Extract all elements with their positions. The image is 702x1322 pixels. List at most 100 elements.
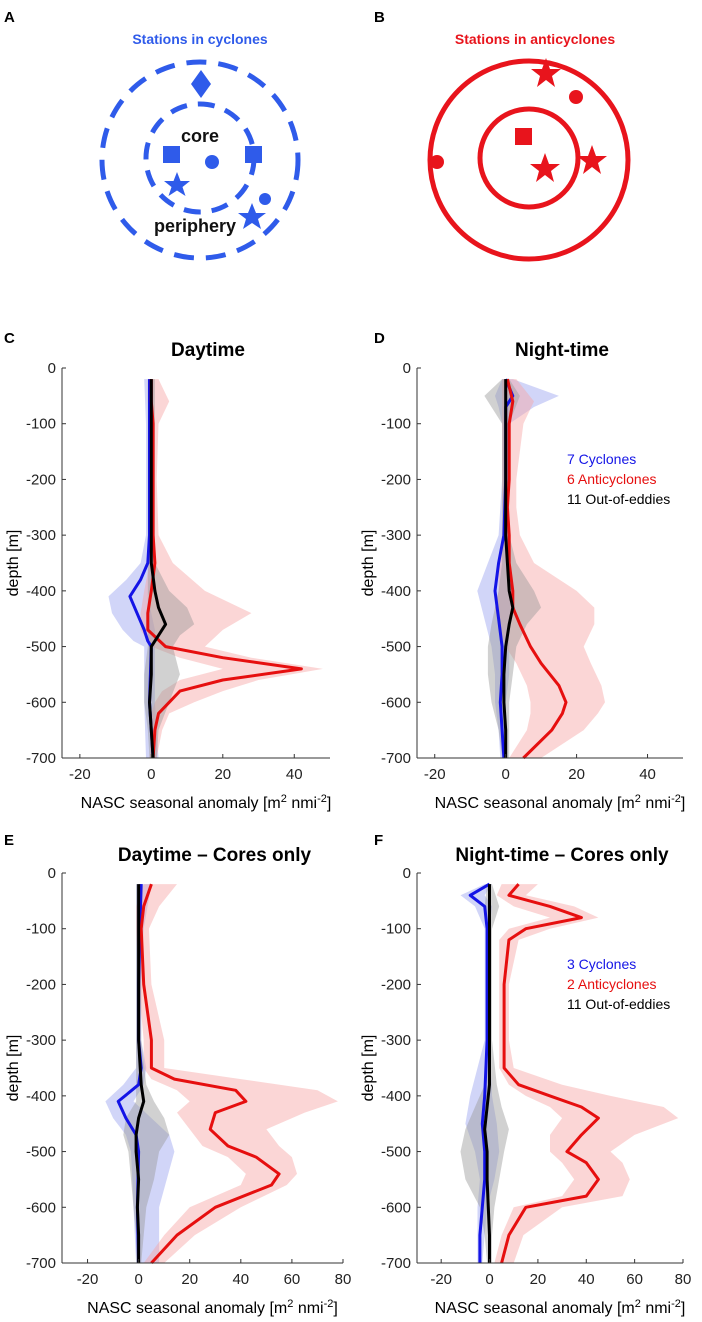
- legend-entry: 11 Out-of-eddies: [567, 996, 670, 1012]
- range-band-cyclones: [108, 379, 159, 758]
- chart-title: Night-time: [515, 340, 609, 361]
- x-tick-label: 80: [675, 1271, 692, 1288]
- x-tick-label: -20: [77, 1271, 99, 1288]
- y-tick-label: 0: [48, 865, 56, 882]
- y-tick-label: -200: [26, 976, 56, 993]
- y-tick-label: -700: [381, 750, 411, 767]
- x-tick-label: 20: [568, 766, 585, 783]
- x-tick-label: 40: [286, 766, 303, 783]
- x-tick-label: -20: [69, 766, 91, 783]
- x-tick-label: 40: [232, 1271, 249, 1288]
- series-line-anticyclones: [500, 883, 600, 1264]
- series-line-cyclones: [468, 882, 491, 1263]
- panel-label-c: C: [4, 330, 15, 347]
- y-tick-label: -300: [26, 1032, 56, 1049]
- range-band-anticyclones: [136, 884, 338, 1263]
- series-line-anticyclones: [139, 883, 281, 1265]
- x-axis-label: NASC seasonal anomaly [m2 nmi-2]: [435, 1298, 686, 1317]
- circle-station-icon: [569, 90, 583, 104]
- chart-panel-e: E Daytime – Cores only depth [m] NASC se…: [4, 832, 351, 1317]
- y-tick-label: -700: [26, 750, 56, 767]
- y-axis-label: depth [m]: [5, 1035, 22, 1102]
- y-tick-label: -200: [381, 976, 411, 993]
- y-tick-label: -100: [381, 921, 411, 938]
- y-tick-label: -700: [381, 1255, 411, 1272]
- x-tick-label: 20: [530, 1271, 547, 1288]
- y-tick-label: -600: [26, 694, 56, 711]
- y-axis-label: depth [m]: [5, 530, 22, 597]
- x-tick-label: 20: [214, 766, 231, 783]
- y-tick-label: -300: [381, 527, 411, 544]
- chart-title: Daytime: [171, 340, 245, 361]
- range-band-anticyclones: [494, 884, 679, 1263]
- anticyclone-core-ring: [477, 106, 581, 210]
- star-station-icon: [531, 58, 561, 87]
- y-tick-label: -200: [381, 471, 411, 488]
- y-axis-label: depth [m]: [360, 1035, 377, 1102]
- series-line-out-of-eddies: [483, 884, 491, 1263]
- range-band-out-of-eddies: [123, 884, 170, 1263]
- y-tick-label: -400: [381, 583, 411, 600]
- y-tick-label: -400: [26, 1088, 56, 1105]
- panel-label-e: E: [4, 832, 14, 849]
- circle-station-icon: [205, 155, 219, 169]
- y-tick-label: -600: [381, 1199, 411, 1216]
- x-tick-label: 0: [134, 1271, 142, 1288]
- range-band-out-of-eddies: [460, 884, 509, 1263]
- range-band-cyclones: [460, 884, 500, 1263]
- range-band-anticyclones: [495, 379, 605, 758]
- series-line-out-of-eddies: [148, 379, 168, 759]
- diamond-station-icon: [191, 70, 211, 98]
- y-tick-label: 0: [48, 360, 56, 377]
- y-tick-label: -200: [26, 471, 56, 488]
- x-axis-label: NASC seasonal anomaly [m2 nmi-2]: [81, 793, 332, 812]
- periphery-label: periphery: [154, 216, 236, 236]
- y-tick-label: -500: [381, 1144, 411, 1161]
- circle-station-icon: [430, 155, 444, 169]
- y-tick-label: -100: [381, 416, 411, 433]
- y-tick-label: -500: [26, 1144, 56, 1161]
- legend-entry: 2 Anticyclones: [567, 976, 657, 992]
- cyclones-title: Stations in cyclones: [132, 31, 268, 47]
- circle-station-icon: [259, 193, 271, 205]
- anticyclone-outer-ring: [427, 58, 631, 262]
- y-tick-label: -700: [26, 1255, 56, 1272]
- chart-panel-c: C Daytime depth [m] NASC seasonal anomal…: [4, 330, 331, 812]
- star-station-icon: [530, 153, 560, 182]
- cyclone-core-ring: [143, 101, 257, 215]
- x-tick-label: 0: [147, 766, 155, 783]
- y-tick-label: -300: [381, 1032, 411, 1049]
- legend-entry: 3 Cyclones: [567, 956, 636, 972]
- y-tick-label: -500: [26, 639, 56, 656]
- range-band-cyclones: [477, 379, 559, 758]
- y-tick-label: -500: [381, 639, 411, 656]
- legend-entry: 6 Anticyclones: [567, 471, 657, 487]
- legend-entry: 11 Out-of-eddies: [567, 491, 670, 507]
- x-tick-label: 0: [485, 1271, 493, 1288]
- chart-title: Daytime – Cores only: [118, 845, 312, 866]
- x-axis-label: NASC seasonal anomaly [m2 nmi-2]: [87, 1298, 338, 1317]
- y-tick-label: -300: [26, 527, 56, 544]
- range-band-out-of-eddies: [484, 379, 542, 758]
- y-tick-label: 0: [403, 865, 411, 882]
- schematic-anticyclones: B Stations in anticyclones: [374, 9, 631, 262]
- star-station-icon: [164, 172, 190, 196]
- chart-title: Night-time – Cores only: [455, 845, 669, 866]
- panel-label-f: F: [374, 832, 383, 849]
- square-station-icon: [245, 146, 262, 163]
- panel-label-d: D: [374, 330, 385, 347]
- range-band-out-of-eddies: [144, 379, 195, 758]
- x-tick-label: 40: [578, 1271, 595, 1288]
- legend-entry: 7 Cyclones: [567, 451, 636, 467]
- panel-label-a: A: [4, 9, 15, 26]
- y-tick-label: -100: [26, 921, 56, 938]
- y-tick-label: -400: [26, 583, 56, 600]
- cyclone-outer-ring: [99, 59, 301, 261]
- x-tick-label: 60: [284, 1271, 301, 1288]
- x-tick-label: -20: [430, 1271, 452, 1288]
- square-station-icon: [515, 128, 532, 145]
- x-tick-label: 80: [335, 1271, 352, 1288]
- schematic-cyclones: A Stations in cyclones core periphery: [4, 9, 301, 261]
- x-axis-label: NASC seasonal anomaly [m2 nmi-2]: [435, 793, 686, 812]
